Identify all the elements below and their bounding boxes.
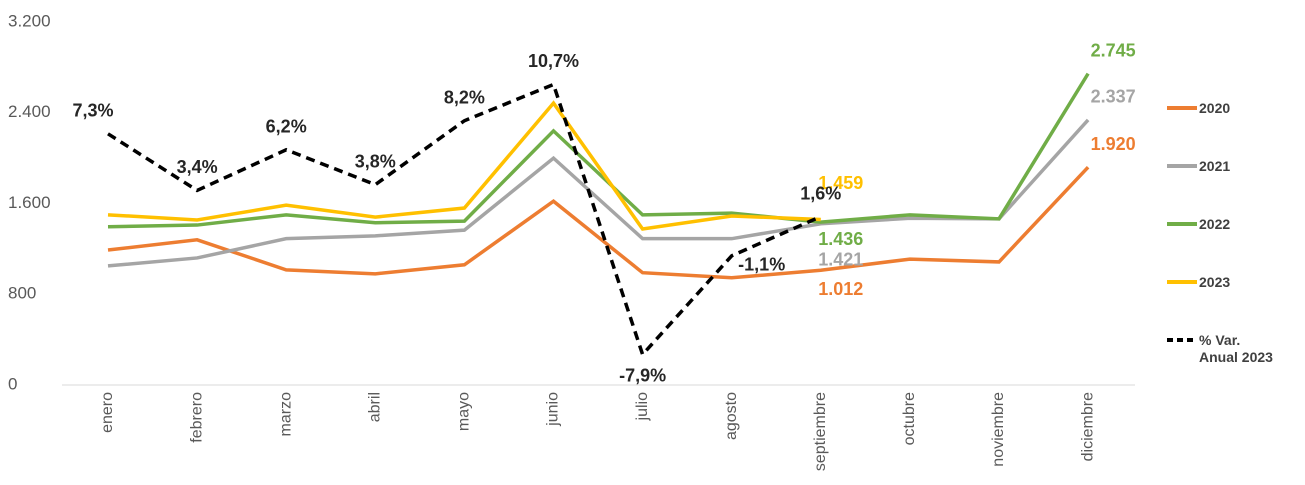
y-tick-label: 800 [8,284,36,303]
data-label: -1,1% [738,255,785,275]
legend-item: 2021 [1165,158,1305,216]
legend-item: 2020 [1165,100,1305,158]
data-label: 1.920 [1091,134,1136,154]
data-label: -7,9% [619,365,666,385]
data-label: 2.337 [1091,87,1136,107]
x-tick-label: junio [545,392,562,427]
legend-swatch [1167,222,1197,226]
data-label: 6,2% [266,117,307,137]
legend-label: 2020 [1199,100,1231,116]
legend-label: % Var. Anual 2023 [1199,332,1273,365]
data-label: 1,6% [800,183,841,203]
data-label: 10,7% [528,51,579,71]
legend-label: 2021 [1199,158,1231,174]
x-tick-label: diciembre [1079,392,1096,461]
legend-item: 2023 [1165,274,1305,332]
y-tick-label: 3.200 [8,11,51,30]
legend-swatch [1167,164,1197,168]
y-tick-label: 0 [8,374,17,393]
data-label: 2.745 [1091,40,1136,60]
data-label: 1.421 [818,250,863,270]
series-line [107,118,1090,268]
x-tick-label: marzo [277,392,294,437]
data-label: 1.012 [818,279,863,299]
series-line [107,166,1090,280]
x-tick-label: mayo [456,392,473,431]
series-line [107,82,822,358]
legend-swatch [1167,106,1197,110]
chart: 0 800 1.600 2.400 3.200 enero febrero marzo abri… [8,11,1136,471]
series-line [107,100,821,231]
x-tick-label: septiembre [812,392,829,471]
data-label: 1.459 [818,173,863,193]
legend-swatch [1167,338,1197,342]
y-tick-label: 2.400 [8,102,51,121]
y-tick-label: 1.600 [8,193,51,212]
legend-item: % Var. Anual 2023 [1165,332,1305,390]
legend-label: 2023 [1199,274,1231,290]
x-tick-label: enero [99,392,116,433]
x-tick-label: noviembre [990,392,1007,467]
legend-swatch [1167,280,1197,284]
series-line [107,72,1090,229]
data-label: 1.436 [818,229,863,249]
data-label: 7,3% [72,101,113,121]
data-label: 8,2% [444,87,485,107]
legend-item: 2022 [1165,216,1305,274]
legend: 2020 2021 2022 2023 % Var. Anual 2023 [1165,100,1305,390]
legend-label: 2022 [1199,216,1231,232]
x-tick-label: julio [634,392,651,422]
x-tick-label: abril [367,392,384,422]
x-tick-label: febrero [188,392,205,443]
x-tick-label: octubre [901,392,918,445]
data-label: 3,4% [177,157,218,177]
data-label: 3,8% [355,151,396,171]
x-tick-label: agosto [723,392,740,440]
